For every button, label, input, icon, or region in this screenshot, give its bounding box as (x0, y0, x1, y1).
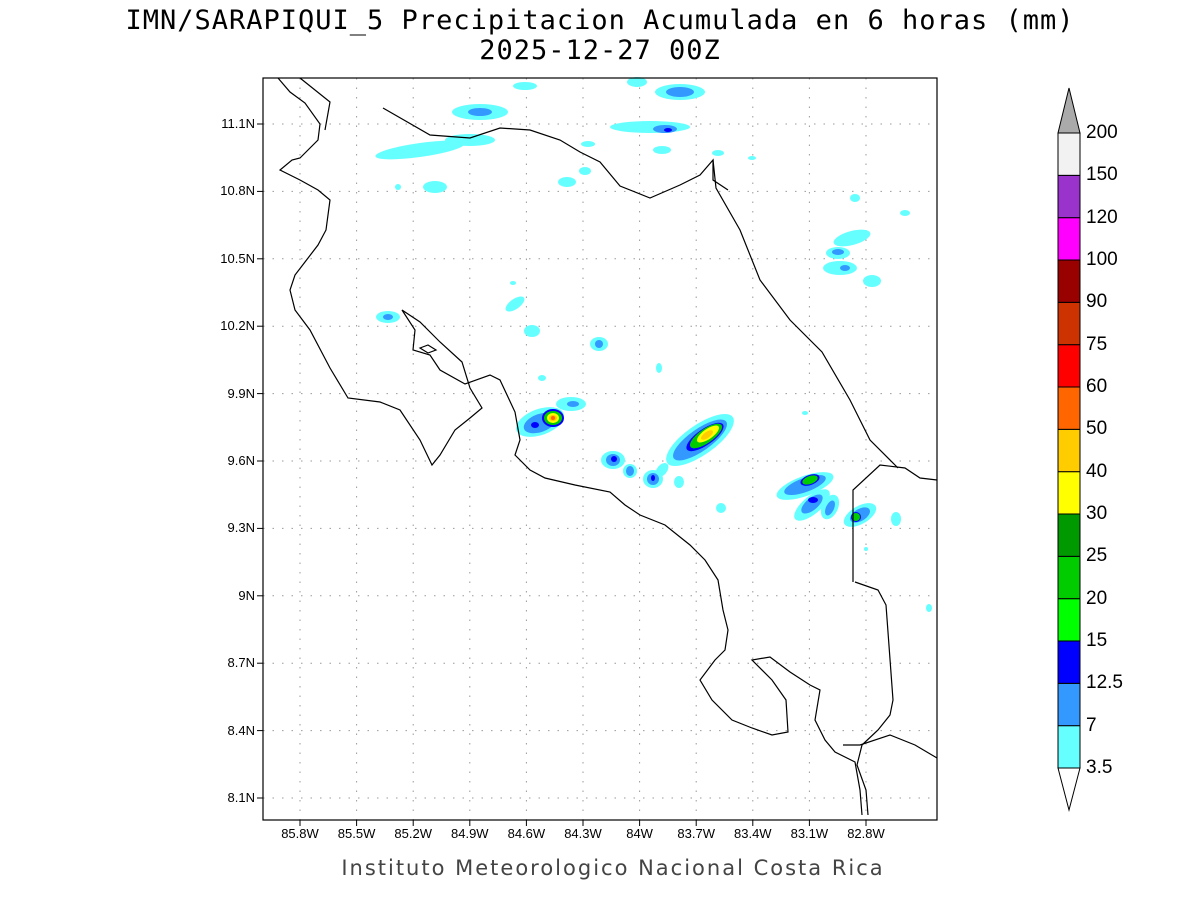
colorbar-label: 30 (1086, 503, 1108, 524)
colorbar-label: 50 (1086, 418, 1108, 440)
colorbar-label: 120 (1086, 206, 1118, 228)
colorbar-bin (1057, 725, 1081, 769)
lon-tick-label: 84.6W (507, 826, 546, 841)
colorbar-bin (1057, 598, 1081, 642)
colorbar-bin (1057, 259, 1081, 303)
map-frame (262, 77, 938, 821)
colorbar-bin (1057, 386, 1081, 430)
chart-title: IMN/SARAPIQUI_5 Precipitacion Acumulada … (125, 5, 1075, 36)
colorbar-label: 100 (1086, 249, 1118, 270)
lon-tick-label: 85.2W (394, 826, 432, 841)
lon-tick-label: 85.5W (337, 826, 376, 841)
colorbar-bin (1057, 217, 1081, 261)
colorbar-bin (1057, 471, 1081, 515)
colorbar-bin (1057, 174, 1081, 219)
lat-tick-label: 8.4N (227, 722, 255, 738)
lon-tick-label: 84.3W (564, 826, 602, 841)
colorbar-label: 75 (1086, 333, 1108, 355)
lon-tick-label: 84W (626, 826, 653, 841)
colorbar (1057, 87, 1081, 812)
colorbar-label: 40 (1086, 460, 1108, 482)
colorbar-bin (1057, 555, 1081, 600)
lat-tick-label: 8.1N (227, 790, 255, 805)
lat-tick-label: 9N (238, 587, 255, 603)
colorbar-bin (1057, 513, 1081, 557)
lat-tick-label: 9.6N (227, 453, 255, 468)
lat-tick-label: 9.3N (227, 520, 255, 536)
lat-tick-label: 10.5N (220, 250, 255, 266)
precipitation-field (375, 77, 932, 612)
footer-credit: Instituto Meteorologico Nacional Costa R… (341, 856, 885, 880)
colorbar-bin (1057, 640, 1081, 684)
lon-tick-label: 85.8W (281, 826, 319, 841)
colorbar-bin (1057, 301, 1081, 346)
coastlines (277, 77, 938, 816)
lat-tick-label: 11.1N (221, 116, 255, 131)
colorbar-bin (1057, 344, 1081, 388)
grid-lines (257, 78, 937, 826)
lat-tick-label: 10.8N (220, 183, 255, 199)
colorbar-bin (1057, 428, 1081, 473)
colorbar-label: 7 (1086, 714, 1097, 736)
colorbar-label: 90 (1086, 291, 1108, 313)
colorbar-over-triangle (1057, 87, 1081, 134)
lat-tick-label: 8.7N (227, 655, 255, 671)
chart-datetime: 2025-12-27 00Z (479, 35, 721, 66)
colorbar-under-triangle (1057, 767, 1081, 812)
colorbar-bin (1057, 132, 1081, 176)
lon-tick-label: 84.9W (451, 826, 489, 841)
colorbar-label: 20 (1086, 587, 1108, 609)
lon-tick-label: 83.7W (677, 826, 715, 841)
lon-tick-label: 82.8W (847, 826, 885, 841)
lat-tick-label: 9.9N (227, 385, 255, 401)
colorbar-label: 12.5 (1086, 672, 1123, 694)
colorbar-bin (1057, 682, 1081, 727)
colorbar-label: 3.5 (1086, 757, 1113, 778)
colorbar-label: 200 (1086, 122, 1118, 143)
colorbar-label: 150 (1086, 164, 1118, 186)
lat-tick-label: 10.2N (220, 318, 255, 334)
colorbar-label: 15 (1086, 630, 1108, 651)
colorbar-label: 60 (1086, 376, 1108, 397)
lon-tick-label: 83.1W (790, 826, 829, 841)
lon-tick-label: 83.4W (734, 826, 772, 841)
colorbar-label: 25 (1086, 545, 1108, 567)
